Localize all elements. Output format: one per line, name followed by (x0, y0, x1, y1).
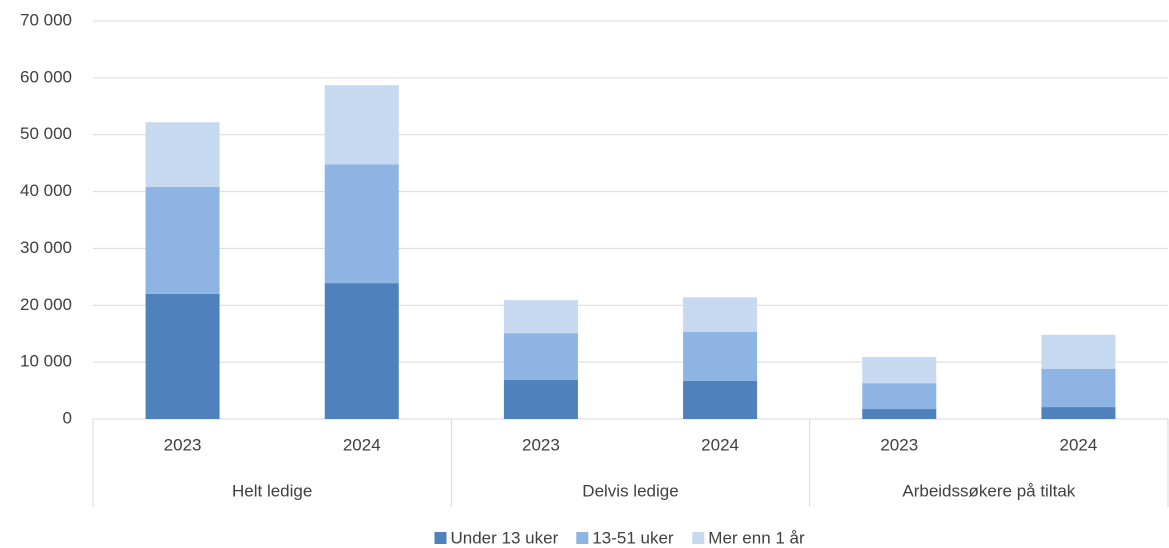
bar-segment (145, 293, 220, 419)
bar-segment (145, 122, 220, 188)
y-tick-label: 0 (63, 408, 72, 427)
bar-segment (683, 332, 758, 381)
bar-segment (503, 379, 578, 419)
bar-segment (324, 85, 399, 165)
x-tick-label: 2023 (880, 435, 918, 454)
x-tick-label: 2024 (701, 435, 739, 454)
y-tick-label: 10 000 (20, 352, 72, 371)
bar-segment (324, 164, 399, 284)
bar-segment (1041, 368, 1116, 408)
bar-segment (683, 380, 758, 419)
bar-segment (862, 409, 937, 419)
y-tick-label: 70 000 (20, 10, 72, 29)
bar-segment (503, 333, 578, 380)
legend-label: 13-51 uker (592, 528, 674, 547)
legend-swatch (434, 532, 447, 544)
bar-segment (862, 383, 937, 410)
bar-segment (683, 297, 758, 333)
y-tick-label: 30 000 (20, 238, 72, 257)
bar-segment (1041, 334, 1116, 369)
bar-segment (1041, 407, 1116, 419)
y-tick-label: 60 000 (20, 67, 72, 86)
x-tick-label: 2023 (164, 435, 202, 454)
bar-segment (503, 300, 578, 334)
legend-swatch (576, 532, 589, 544)
x-tick-label: 2023 (522, 435, 560, 454)
bar-segment (862, 357, 937, 384)
legend-label: Mer enn 1 år (708, 528, 805, 547)
y-tick-label: 20 000 (20, 295, 72, 314)
bar-segment (145, 187, 220, 294)
y-tick-label: 40 000 (20, 181, 72, 200)
group-label: Delvis ledige (582, 481, 678, 500)
group-label: Helt ledige (232, 481, 312, 500)
group-label: Arbeidssøkere på tiltak (902, 481, 1075, 500)
legend-swatch (692, 532, 705, 544)
legend-label: Under 13 uker (451, 528, 559, 547)
bar-segment (324, 283, 399, 419)
y-tick-label: 50 000 (20, 124, 72, 143)
x-tick-label: 2024 (343, 435, 381, 454)
x-tick-label: 2024 (1060, 435, 1098, 454)
